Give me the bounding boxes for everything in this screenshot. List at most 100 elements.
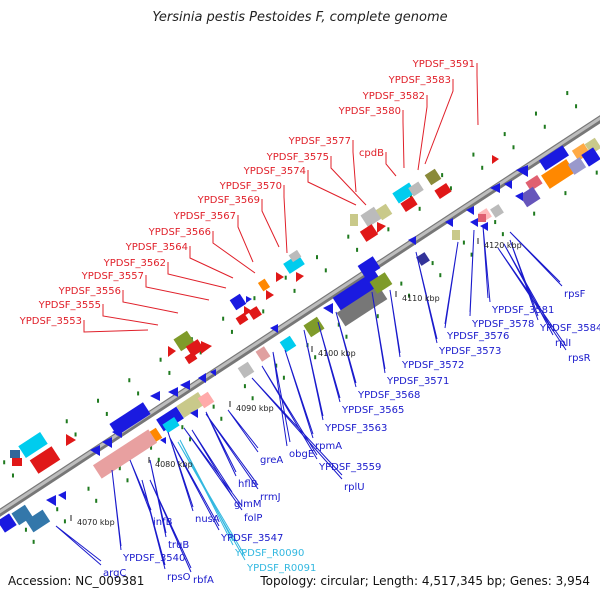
tick-label: 4080 kbp <box>155 460 193 469</box>
tick-dot <box>481 165 484 170</box>
tick-dot <box>431 261 434 266</box>
upper-gene-label: YPDSF_3574 <box>243 166 306 177</box>
tick-dot <box>595 170 598 175</box>
lower-gene-label: infB <box>153 517 173 528</box>
lower-features <box>0 137 600 533</box>
tick-dot <box>347 234 350 239</box>
upper-gene-label: YPDSF_3553 <box>19 316 82 327</box>
tick-dot <box>159 357 162 362</box>
lower-gene-label: glmM <box>234 499 262 510</box>
upper-gene-label: YPDSF_3583 <box>388 75 451 86</box>
tick-dot <box>74 432 77 437</box>
tick-dot <box>282 375 285 380</box>
upper-gene-leader <box>122 290 179 314</box>
tick-dot <box>284 275 287 280</box>
rna-gene-label: YPDSF_R0090 <box>234 548 304 559</box>
tick-dot <box>439 273 442 278</box>
tick-dot <box>345 334 348 339</box>
lower-gene-leader <box>149 459 167 538</box>
upper-gene-leader <box>417 95 428 171</box>
upper-gene-leader <box>307 170 357 206</box>
lower-gene-leader <box>167 431 194 512</box>
tick-dot <box>262 309 265 314</box>
tick-dot <box>189 437 192 442</box>
upper-gene-label: YPDSF_3569 <box>197 195 260 206</box>
lower-gene-leader <box>191 429 233 497</box>
tick-dot <box>181 425 184 430</box>
tick-dot <box>137 391 140 396</box>
tick-label: 4090 kbp <box>236 404 274 413</box>
tick-dot <box>63 519 66 524</box>
upper-gene-leader <box>385 152 397 177</box>
lower-gene-label: rplU <box>344 482 365 493</box>
tick-dot <box>65 419 68 424</box>
rna-gene-leader <box>177 441 246 561</box>
upper-gene-label: YPDSF_3575 <box>266 152 329 163</box>
lower-gene-label: obgE <box>289 449 314 460</box>
lower-gene-leader <box>469 229 475 317</box>
tick-dot <box>199 350 202 355</box>
tick-dot <box>512 145 515 150</box>
tick-dot <box>356 247 359 252</box>
tick-dot <box>534 111 537 116</box>
lower-gene-leader <box>141 479 166 570</box>
tick-dot <box>126 478 129 483</box>
lower-gene-label: folP <box>244 513 262 524</box>
tick-dot <box>400 281 403 286</box>
upper-gene-label: YPDSF_3566 <box>148 227 211 238</box>
lower-gene-leader <box>205 411 237 477</box>
upper-gene-leader <box>83 320 149 333</box>
lower-gene-leader <box>444 241 459 329</box>
tick-label: 4120 kbp <box>484 241 522 250</box>
tick-label: 4110 kbp <box>402 294 440 303</box>
lower-gene-leader <box>371 291 386 374</box>
lower-gene-label: YPDSF_3581 <box>491 305 554 316</box>
gene-labels: YPDSF_3591 YPDSF_3583 YPDSF_3582 YPDSF_3580… <box>19 59 600 586</box>
upper-gene-leader <box>102 304 159 326</box>
tick-label: 4070 kbp <box>77 518 115 527</box>
upper-gene-label: YPDSF_3570 <box>219 181 282 192</box>
tick-dot <box>566 91 569 96</box>
lower-gene-label: hflB <box>238 479 258 490</box>
upper-gene-leader <box>330 156 367 206</box>
lower-gene-leader <box>111 469 122 551</box>
tick-dot <box>212 404 215 409</box>
tick-dot <box>501 232 504 237</box>
lower-gene-label: YPDSF_3547 <box>220 533 283 544</box>
lower-gene-leader <box>317 321 341 403</box>
upper-gene-leader <box>476 63 479 126</box>
tick-dot <box>32 539 35 544</box>
tick-dot <box>293 288 296 293</box>
lower-gene-label: rbfA <box>193 575 214 586</box>
upper-gene-leader <box>167 262 227 289</box>
tick-dot <box>251 396 254 401</box>
leader-lines <box>55 63 567 573</box>
upper-gene-leader <box>237 215 254 263</box>
upper-gene-leader <box>424 79 454 165</box>
tick-dot <box>24 527 27 532</box>
tick-dot <box>376 314 379 319</box>
lower-gene-leader <box>503 243 554 336</box>
tick-dot <box>220 416 223 421</box>
lower-gene-leader <box>205 413 259 490</box>
lower-gene-label: rpsF <box>564 289 586 300</box>
tick-dot <box>222 316 225 321</box>
tick-dot <box>243 384 246 389</box>
tick-dot <box>314 355 317 360</box>
tick-dot <box>575 104 578 109</box>
tick-label: 4100 kbp <box>318 349 356 358</box>
lower-gene-label: YPDSF_3584 <box>539 323 600 334</box>
upper-gene-label: YPDSF_3577 <box>288 136 351 147</box>
lower-gene-label: rrmJ <box>260 492 281 503</box>
lower-gene-label: YPDSF_3565 <box>341 405 404 416</box>
upper-gene-label: cpdB <box>359 148 384 159</box>
lower-gene-leader <box>303 329 324 421</box>
tick-dot <box>470 252 473 257</box>
lower-gene-leader <box>284 349 314 439</box>
tick-dot <box>472 152 475 157</box>
lower-gene-label: greA <box>260 455 283 466</box>
lower-gene-label: rplI <box>555 338 571 349</box>
tick-dot <box>418 206 421 211</box>
map-title: Yersinia pestis Pestoides F, complete ge… <box>152 10 448 25</box>
tick-dot <box>324 268 327 273</box>
